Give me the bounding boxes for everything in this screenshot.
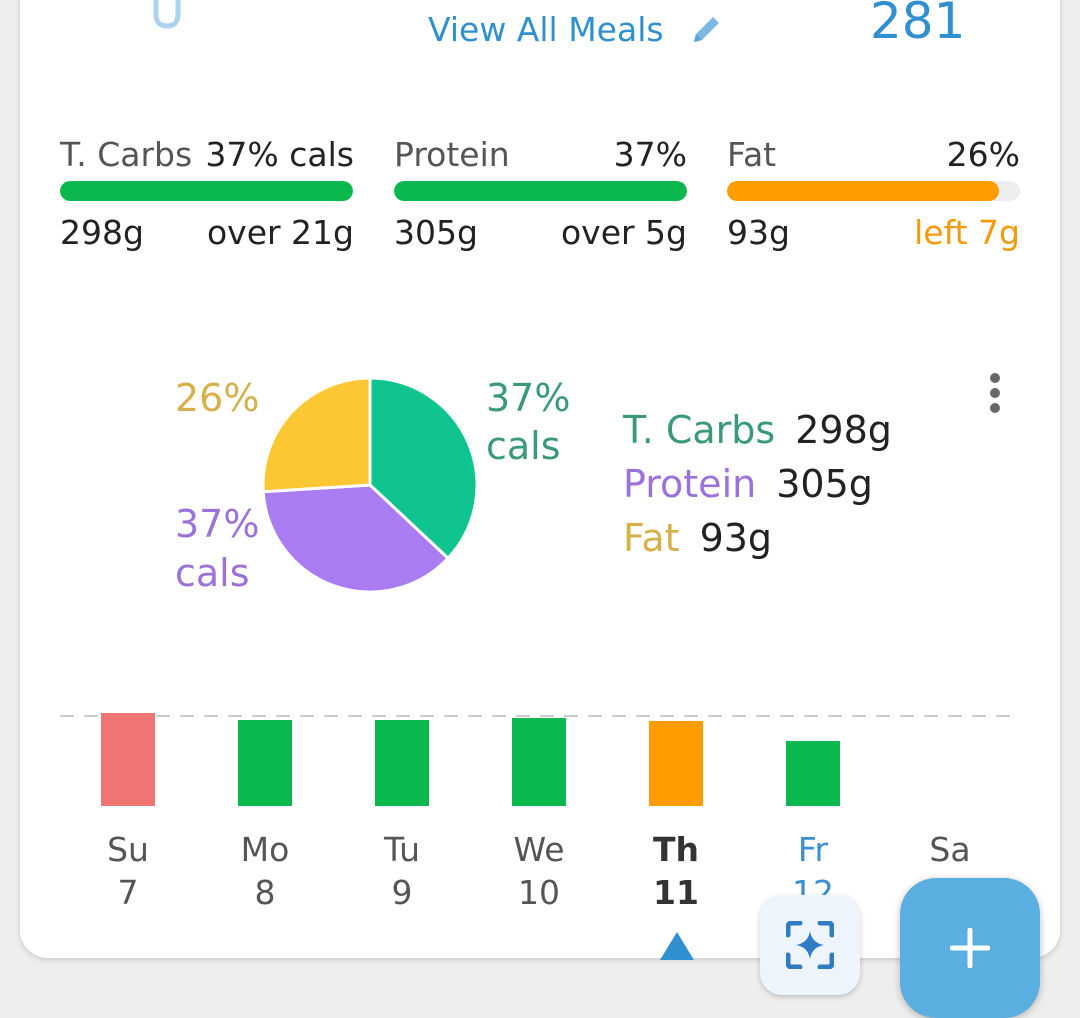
- day-bar-th[interactable]: [649, 721, 703, 806]
- pie-carbs-percent-label: 37%: [486, 376, 571, 420]
- legend-row-fat: Fat 93g: [623, 516, 772, 560]
- day-tu[interactable]: Tu 9: [352, 828, 452, 914]
- carbs-progress-fill: [60, 181, 353, 201]
- legend-row-protein: Protein 305g: [623, 462, 873, 506]
- legend-row-carbs: T. Carbs 298g: [623, 408, 892, 452]
- carbs-percent: 37% cals: [205, 135, 354, 174]
- carbs-status: over 21g: [206, 213, 354, 252]
- pie-protein-percent-label: 37%: [175, 502, 260, 546]
- day-abbr: Fr: [797, 830, 829, 869]
- legend-protein-value: 305g: [776, 462, 873, 506]
- day-abbr: Sa: [929, 830, 971, 869]
- day-number: 10: [518, 873, 560, 912]
- protein-progress-bar: [394, 181, 687, 201]
- fat-progress-fill: [727, 181, 1000, 201]
- protein-label: Protein: [394, 135, 510, 174]
- plus-icon: [950, 928, 990, 968]
- legend-carbs-value: 298g: [795, 408, 892, 452]
- pie-protein-cals-label: cals: [175, 551, 250, 595]
- day-number: 8: [254, 873, 276, 912]
- macro-pie-chart: [261, 376, 479, 594]
- day-bar-tu[interactable]: [375, 720, 429, 806]
- day-number: 11: [653, 873, 699, 912]
- selected-day-indicator-icon: [660, 932, 694, 964]
- day-bar-mo[interactable]: [238, 720, 292, 806]
- add-food-button[interactable]: [900, 878, 1040, 1018]
- day-abbr: Th: [652, 830, 699, 869]
- day-we[interactable]: We 10: [489, 828, 589, 914]
- paperclip-icon: [150, 0, 190, 34]
- day-abbr: Su: [107, 830, 149, 869]
- protein-progress-fill: [394, 181, 687, 201]
- legend-fat-name: Fat: [623, 516, 680, 560]
- fat-percent: 26%: [946, 135, 1020, 174]
- sparkle-scan-icon: [786, 921, 834, 969]
- view-all-meals-link[interactable]: View All Meals: [428, 10, 664, 49]
- protein-grams: 305g: [394, 213, 478, 252]
- day-bar-su[interactable]: [101, 713, 155, 806]
- carbs-label: T. Carbs: [60, 135, 193, 174]
- day-abbr: We: [513, 830, 565, 869]
- fat-status: left 7g: [914, 213, 1020, 252]
- day-th[interactable]: Th 11: [626, 828, 726, 914]
- pencil-icon[interactable]: [688, 12, 724, 52]
- calories-remaining-value: 281: [870, 0, 966, 50]
- legend-fat-value: 93g: [699, 516, 773, 560]
- carbs-progress-bar: [60, 181, 353, 201]
- carbs-grams: 298g: [60, 213, 144, 252]
- pie-slice-protein: [261, 483, 451, 594]
- day-abbr: Tu: [383, 830, 421, 869]
- pie-fat-label: 26%: [175, 376, 260, 420]
- ai-scan-button[interactable]: [760, 895, 860, 995]
- pie-slice-fat: [261, 376, 372, 494]
- day-su[interactable]: Su 7: [78, 828, 178, 914]
- day-number: 9: [391, 873, 413, 912]
- fat-label: Fat: [727, 135, 777, 174]
- day-sa[interactable]: Sa: [900, 828, 1000, 871]
- more-options-icon[interactable]: [984, 372, 1006, 416]
- fat-progress-bar: [727, 181, 1020, 201]
- legend-carbs-name: T. Carbs: [623, 408, 776, 452]
- legend-protein-name: Protein: [623, 462, 757, 506]
- fat-grams: 93g: [727, 213, 790, 252]
- day-number: 7: [117, 873, 139, 912]
- day-bar-fr[interactable]: [786, 741, 840, 806]
- protein-status: over 5g: [560, 213, 687, 252]
- day-bar-we[interactable]: [512, 718, 566, 806]
- goal-line: [60, 715, 1010, 717]
- pie-slice-t-carbs: [368, 376, 479, 561]
- protein-percent: 37%: [613, 135, 687, 174]
- pie-carbs-cals-label: cals: [486, 424, 561, 468]
- day-abbr: Mo: [240, 830, 290, 869]
- day-mo[interactable]: Mo 8: [215, 828, 315, 914]
